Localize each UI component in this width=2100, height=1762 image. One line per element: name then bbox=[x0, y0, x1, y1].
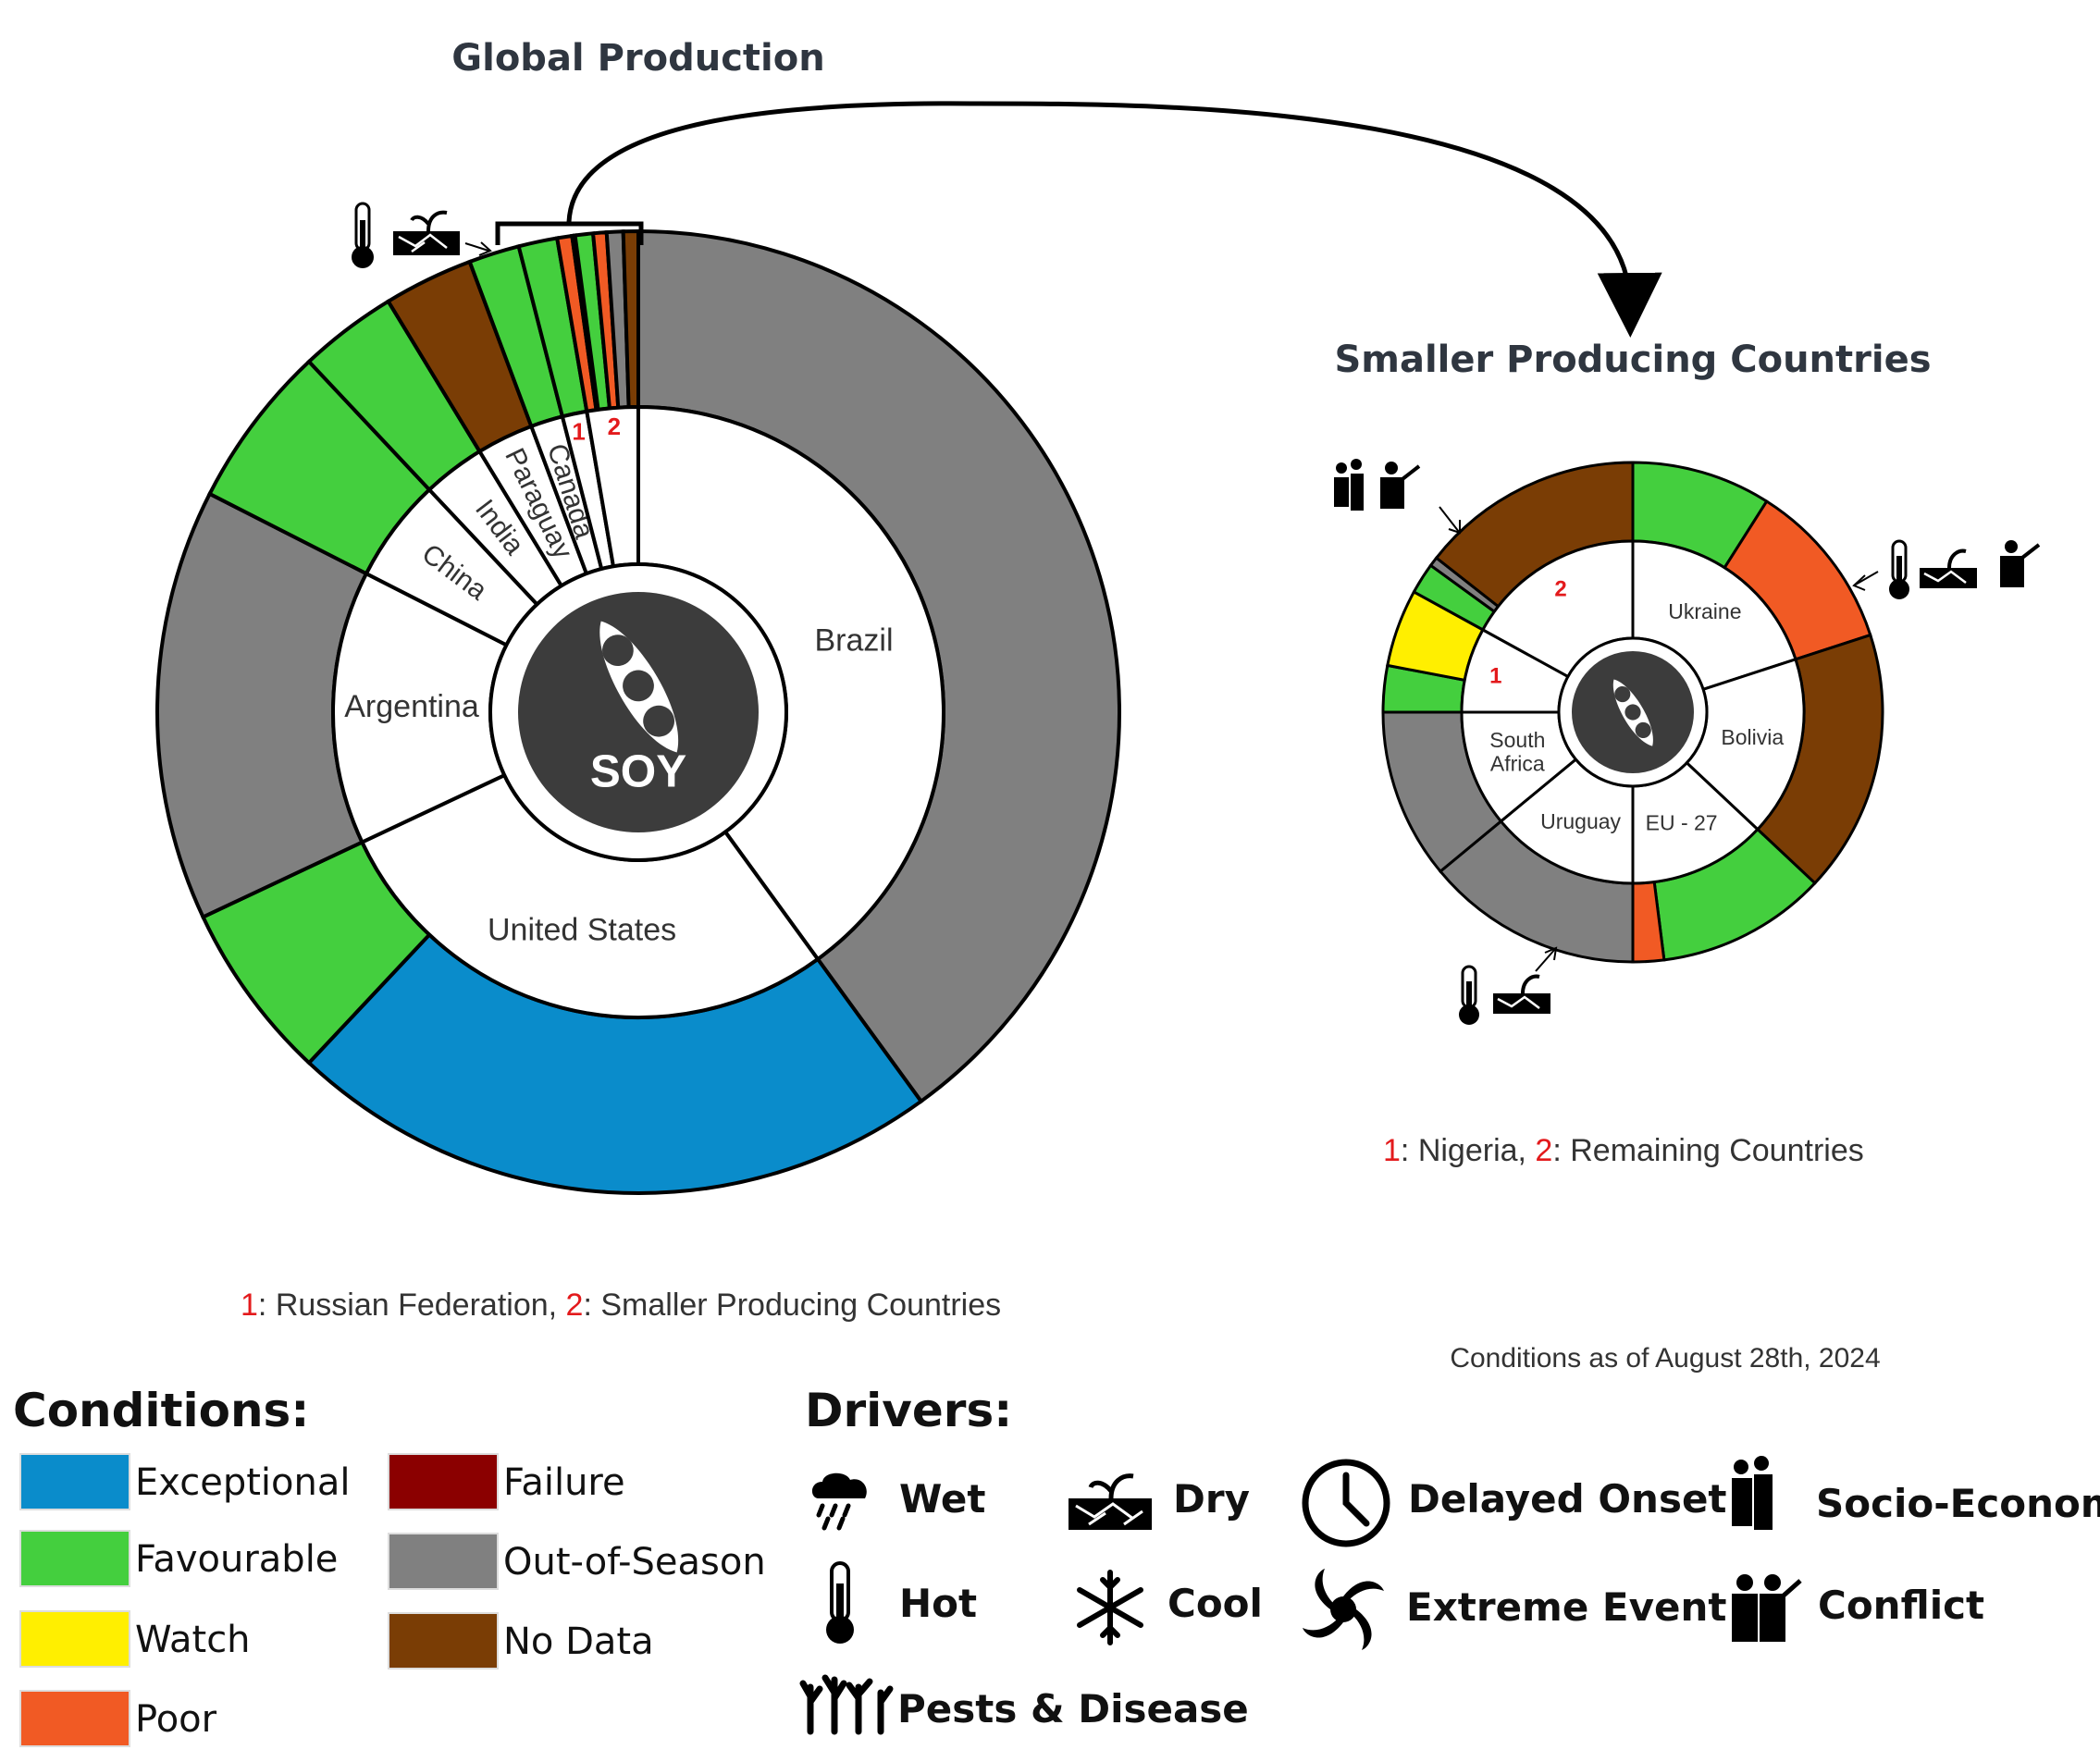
driver-dry-label: Dry bbox=[1173, 1476, 1250, 1522]
socio-economic-icon bbox=[1732, 1456, 1773, 1530]
hot-icon bbox=[1889, 539, 1909, 599]
legend-label: Exceptional bbox=[135, 1461, 350, 1504]
footnote-text: : Remaining Countries bbox=[1552, 1133, 1863, 1168]
driver-hot-label: Hot bbox=[899, 1581, 977, 1626]
footnote-num: 2 bbox=[566, 1288, 584, 1323]
footnote-text: : Russian Federation, bbox=[258, 1288, 566, 1323]
smaller-producers-chart: Ukraine Bolivia EU - 27 Uruguay South Africa 1… bbox=[1381, 461, 1884, 964]
driver-pests-disease-label: Pests & Disease bbox=[897, 1686, 1249, 1731]
segment-label: 1 bbox=[572, 418, 585, 446]
segment-label: United States bbox=[488, 912, 676, 947]
legend-swatch bbox=[388, 1453, 499, 1510]
extreme-event-icon bbox=[1303, 1569, 1384, 1650]
global-chart-title: Global Production bbox=[451, 37, 824, 80]
annotation-hot-dry-small bbox=[1459, 946, 1558, 1025]
date-note: Conditions as of August 28th, 2024 bbox=[1450, 1343, 1880, 1374]
footnote-global: 1: Russian Federation, 2: Smaller Produc… bbox=[241, 1288, 1001, 1323]
hot-icon bbox=[352, 202, 374, 268]
driver-extreme-event-label: Extreme Event bbox=[1406, 1584, 1726, 1630]
footnote-num: 1 bbox=[1383, 1133, 1401, 1168]
dry-icon bbox=[393, 210, 460, 255]
segment-label: Ukraine bbox=[1668, 599, 1741, 623]
wet-icon bbox=[811, 1472, 867, 1531]
drivers-title: Drivers: bbox=[805, 1384, 1012, 1437]
segment-label: Brazil bbox=[814, 622, 893, 658]
footnote-text: : Nigeria, bbox=[1401, 1133, 1536, 1168]
small-chart-title: Smaller Producing Countries bbox=[1334, 339, 1931, 381]
clock-icon bbox=[1302, 1459, 1390, 1547]
hot-icon bbox=[1459, 965, 1479, 1025]
annotation-socio-conflict bbox=[1334, 459, 1461, 535]
segment-label: 2 bbox=[1554, 577, 1566, 602]
dry-icon bbox=[1069, 1473, 1152, 1530]
dry-icon bbox=[1920, 548, 1977, 588]
driver-socio-economic-label: Socio-Economic bbox=[1816, 1481, 2100, 1526]
segment-label: EU - 27 bbox=[1646, 811, 1718, 835]
legend-swatch bbox=[19, 1453, 130, 1510]
legend-swatch bbox=[388, 1612, 499, 1670]
driver-cool-label: Cool bbox=[1167, 1581, 1263, 1626]
segment-label: 2 bbox=[608, 413, 621, 440]
segment-label: Argentina bbox=[344, 689, 479, 724]
legend-swatch bbox=[388, 1533, 499, 1590]
footnote-num: 1 bbox=[241, 1288, 258, 1323]
annotation-hot-dry-main bbox=[352, 202, 492, 268]
conflict-icon bbox=[1380, 462, 1421, 509]
driver-conflict-label: Conflict bbox=[1818, 1583, 1984, 1628]
pests-disease-icon bbox=[799, 1674, 894, 1735]
socio-economic-icon bbox=[1334, 459, 1364, 511]
driver-delayed-onset-label: Delayed Onset bbox=[1408, 1476, 1727, 1522]
conditions-legend: Conditions: Exceptional Favourable Watch Po… bbox=[13, 1384, 766, 1747]
legend-swatch bbox=[19, 1610, 130, 1668]
conflict-icon bbox=[1732, 1574, 1802, 1642]
legend-label: Failure bbox=[503, 1461, 625, 1504]
legend-label: Out-of-Season bbox=[503, 1541, 766, 1583]
footnote-small: 1: Nigeria, 2: Remaining Countries bbox=[1383, 1133, 1864, 1168]
segment-label: Bolivia bbox=[1721, 725, 1784, 749]
segment-label: South Africa bbox=[1489, 728, 1545, 775]
drivers-legend: Drivers: Wet Dry Delayed Onset Socio-Eco… bbox=[799, 1384, 2100, 1735]
snowflake-icon bbox=[1077, 1570, 1143, 1645]
conflict-icon bbox=[2000, 540, 2041, 587]
legend-swatch bbox=[19, 1530, 130, 1587]
footnote-num: 2 bbox=[1535, 1133, 1552, 1168]
soybean-icon bbox=[599, 621, 679, 753]
legend-label: No Data bbox=[503, 1620, 654, 1663]
legend-swatch bbox=[19, 1690, 130, 1747]
legend-label: Watch bbox=[135, 1619, 251, 1661]
center-label: SOY bbox=[590, 746, 686, 797]
annotation-hot-dry-conflict bbox=[1852, 539, 2041, 599]
legend-label: Poor bbox=[135, 1698, 217, 1741]
segment-label: 1 bbox=[1489, 663, 1501, 688]
bracket-arrow bbox=[495, 101, 1662, 338]
soybean-icon bbox=[1612, 679, 1653, 746]
hot-icon bbox=[826, 1561, 854, 1644]
legend-label: Favourable bbox=[135, 1538, 338, 1581]
dry-icon bbox=[1493, 974, 1550, 1014]
segment-label: Uruguay bbox=[1540, 809, 1621, 833]
conditions-title: Conditions: bbox=[13, 1384, 309, 1437]
driver-wet-label: Wet bbox=[899, 1476, 985, 1522]
footnote-text: : Smaller Producing Countries bbox=[583, 1288, 1001, 1323]
